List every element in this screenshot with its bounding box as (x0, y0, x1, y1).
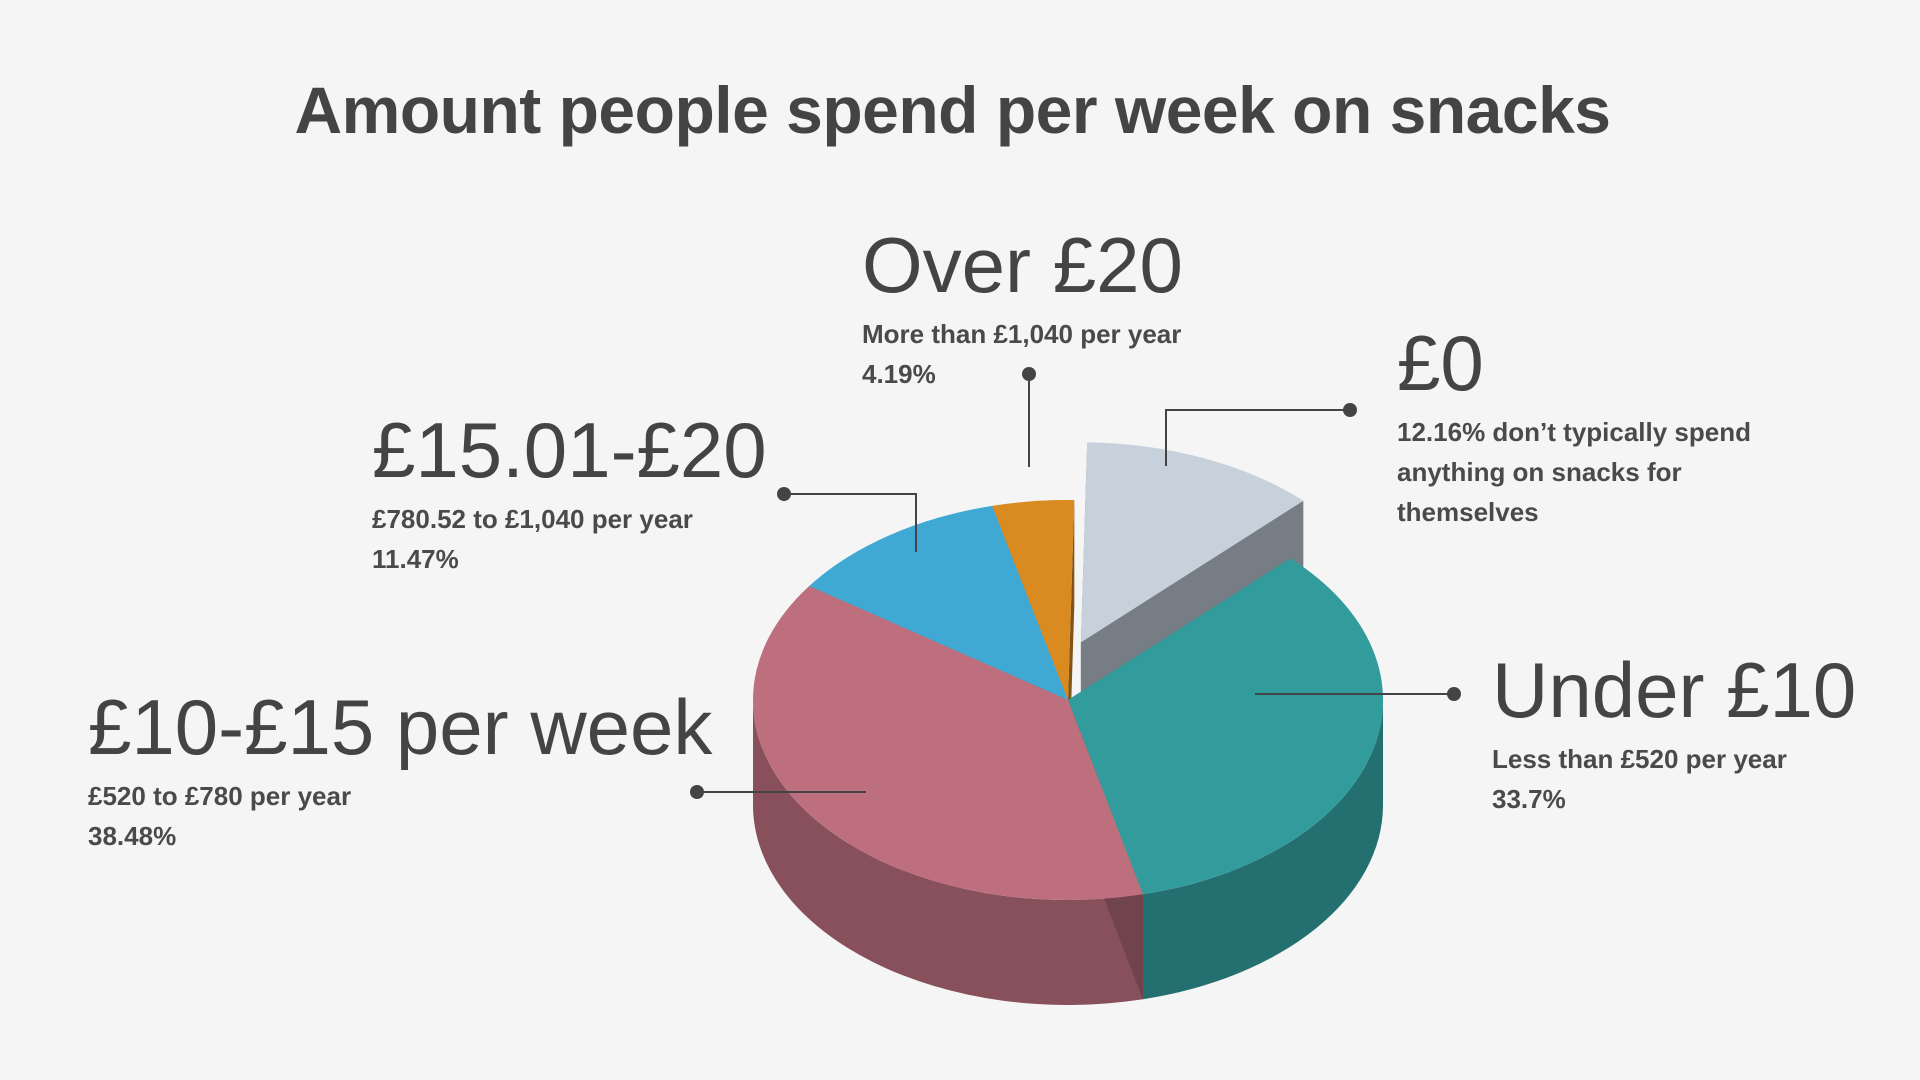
pie-side-under-10 (1142, 700, 1383, 1000)
slice-title: £0 (1397, 319, 1484, 407)
slice-percent: 11.47% (372, 544, 459, 574)
pie-slice-0 (1080, 442, 1304, 643)
slice-percent: 38.48% (88, 821, 177, 851)
slice-percent: 4.19% (862, 359, 936, 389)
label-over-20: Over £20 More than £1,040 per year 4.19% (862, 222, 1183, 394)
slice-sublabel: £780.52 to £1,040 per year (372, 504, 693, 534)
slice-title: Over £20 (862, 221, 1183, 309)
slice-sublabel: £520 to £780 per year (88, 781, 352, 811)
slice-title: Under £10 (1492, 646, 1857, 734)
pie-slice-15-01-20 (809, 505, 1068, 700)
label-15-20: £15.01-£20 £780.52 to £1,040 per year 11… (372, 407, 767, 579)
label-under-10: Under £10 Less than £520 per year 33.7% (1492, 647, 1856, 819)
label-10-15: £10-£15 per week £520 to £780 per year 3… (88, 684, 712, 856)
pie-slice-10-15-per-week (753, 585, 1143, 901)
slice-title: £10-£15 per week (88, 683, 713, 771)
leader-line-zero (1165, 409, 1350, 466)
leader-dot-10-15 (690, 785, 704, 799)
pie-slice-under-10 (1068, 558, 1383, 895)
slice-sublabel: 12.16% don’t typically spend anything on… (1397, 417, 1751, 527)
label-zero: £0 12.16% don’t typically spend anything… (1397, 320, 1817, 532)
slice-sublabel: Less than £520 per year (1492, 744, 1787, 774)
leader-dot-15-20 (777, 487, 791, 501)
leader-line-15-20 (784, 493, 917, 552)
slice-percent: 33.7% (1492, 784, 1566, 814)
pie-side-10-15-per-week (753, 700, 1143, 1005)
slice-title: £15.01-£20 (372, 406, 767, 494)
slice-sublabel: More than £1,040 per year (862, 319, 1182, 349)
leader-dot-zero (1343, 403, 1357, 417)
chart-title: Amount people spend per week on snacks (294, 73, 1612, 147)
pie-slice-over-20 (992, 500, 1075, 700)
leader-dot-under-10 (1447, 687, 1461, 701)
leader-dot-over-20 (1022, 367, 1036, 381)
